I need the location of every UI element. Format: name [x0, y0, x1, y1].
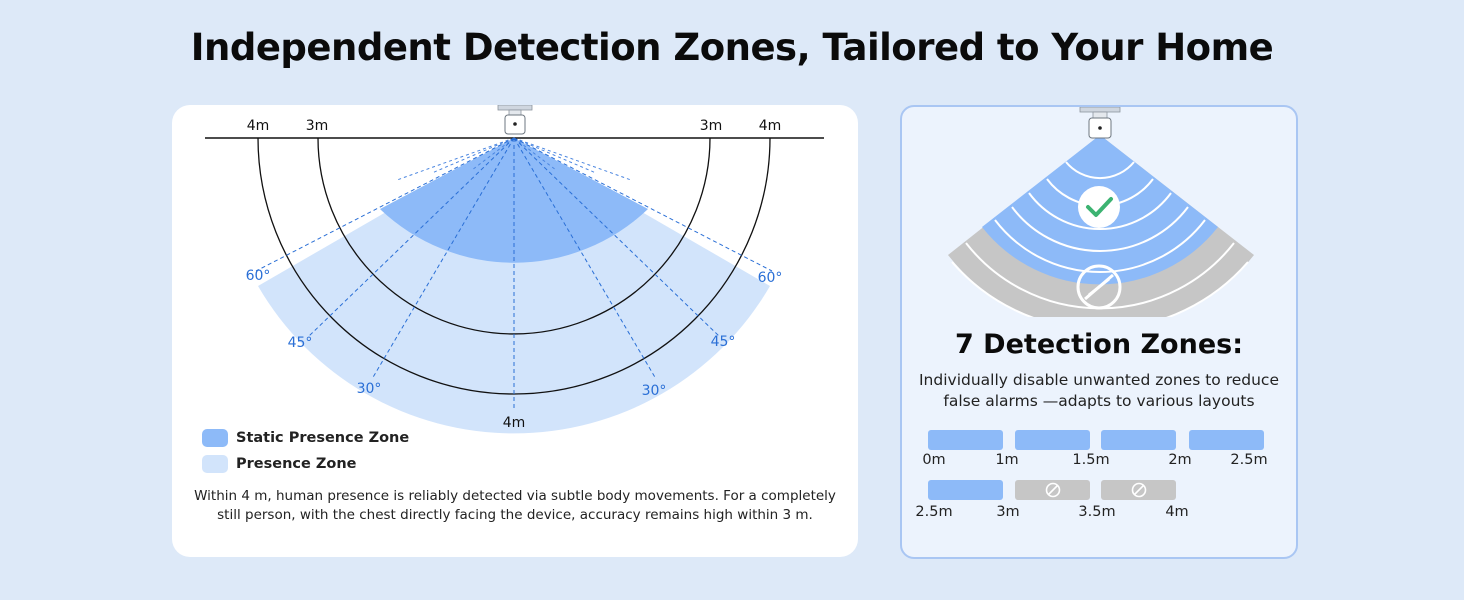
angle-60-right: 60° — [758, 270, 783, 286]
zones-fan-diagram — [948, 107, 1254, 317]
zone-label-2m: 2m — [1168, 452, 1192, 468]
sensor-device-icon — [497, 105, 533, 135]
ray-60-right — [513, 137, 773, 272]
label-3m-top-left: 3m — [306, 118, 329, 134]
zone-bar-3.5-4m-disabled[interactable] — [1101, 480, 1176, 500]
zones-card: 7 Detection Zones: Individually disable … — [900, 105, 1298, 559]
zone-label-4m: 4m — [1165, 504, 1189, 520]
zone-bar-1-1.5m[interactable] — [1015, 430, 1090, 450]
zone-label-1.5m: 1.5m — [1072, 452, 1110, 468]
zone-label-0m: 0m — [922, 452, 946, 468]
legend-label-presence: Presence Zone — [236, 456, 357, 472]
zone-label-3.5m: 3.5m — [1078, 504, 1116, 520]
angle-60-left: 60° — [246, 268, 271, 284]
angle-45-right: 45° — [711, 334, 736, 350]
legend-item-static: Static Presence Zone — [202, 425, 409, 451]
zones-title: 7 Detection Zones: — [955, 329, 1243, 360]
zone-bar-3-3.5m-disabled[interactable] — [1015, 480, 1090, 500]
label-3m-top-right: 3m — [700, 118, 723, 134]
zones-subtitle-line1: Individually disable unwanted zones to r… — [918, 371, 1279, 389]
label-4m-top-right: 4m — [759, 118, 782, 134]
angle-30-left: 30° — [357, 381, 382, 397]
legend-swatch-presence — [202, 455, 228, 473]
disabled-icon — [1131, 482, 1146, 498]
label-4m-bottom: 4m — [503, 415, 526, 431]
disabled-icon — [1076, 264, 1122, 310]
zone-bar-0-1m[interactable] — [928, 430, 1003, 450]
check-icon — [1078, 186, 1120, 228]
zones-subtitle: Individually disable unwanted zones to r… — [902, 370, 1296, 412]
disabled-icon — [1045, 482, 1060, 498]
detection-range-diagram: 4m 3m 3m 4m 4m 60° 45° 30° 60° 45° 30° — [205, 105, 824, 434]
zone-bar-1.5-2m[interactable] — [1101, 430, 1176, 450]
ray-45-left — [307, 137, 515, 338]
angle-30-right: 30° — [642, 383, 667, 399]
legend-item-presence: Presence Zone — [202, 451, 409, 477]
detection-note: Within 4 m, human presence is reliably d… — [194, 488, 836, 523]
label-4m-top-left: 4m — [247, 118, 270, 134]
zone-label-2.5m-row2: 2.5m — [915, 504, 953, 520]
zone-label-3m: 3m — [996, 504, 1020, 520]
zone-label-2.5m: 2.5m — [1230, 452, 1268, 468]
legend: Static Presence Zone Presence Zone — [202, 425, 409, 477]
ray-30-left — [371, 137, 515, 380]
ray-60-left — [255, 137, 515, 272]
zone-bar-2.5-3m[interactable] — [928, 480, 1003, 500]
legend-label-static: Static Presence Zone — [236, 430, 410, 446]
page-title: Independent Detection Zones, Tailored to… — [190, 26, 1274, 69]
sensor-device-icon — [1079, 107, 1121, 139]
zone-label-1m: 1m — [995, 452, 1019, 468]
arc-3m — [317, 137, 711, 335]
zones-subtitle-line2: false alarms —adapts to various layouts — [943, 392, 1255, 410]
zone-bar-2-2.5m[interactable] — [1189, 430, 1264, 450]
ray-45-right — [513, 137, 721, 338]
ray-30-right — [513, 137, 657, 380]
angle-45-left: 45° — [288, 335, 313, 351]
detection-range-card: 4m 3m 3m 4m 4m 60° 45° 30° 60° 45° 30° S… — [172, 105, 858, 557]
static-presence-zone-area — [380, 138, 648, 263]
legend-swatch-static — [202, 429, 228, 447]
